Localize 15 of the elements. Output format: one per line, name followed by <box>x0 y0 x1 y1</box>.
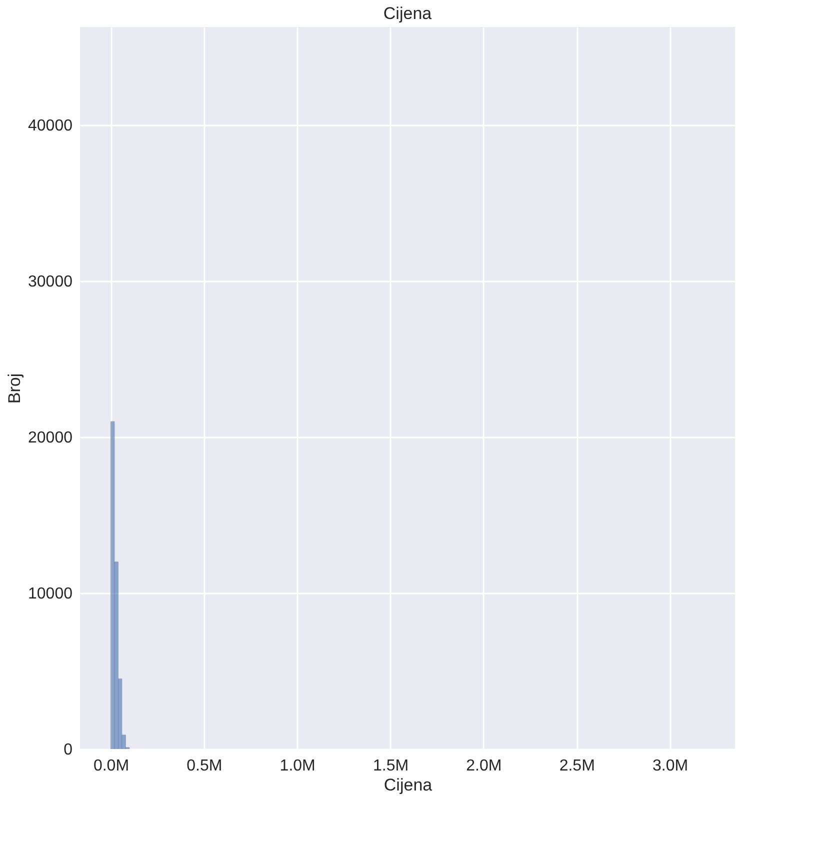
x-tick-label: 0.5M <box>186 758 222 774</box>
y-tick-label: 10000 <box>28 586 73 603</box>
x-tick-label: 2.0M <box>466 758 502 774</box>
x-tick-label: 0.0M <box>93 758 130 774</box>
chart-title: Cijena <box>383 4 432 23</box>
y-tick-label: 20000 <box>28 430 73 447</box>
y-tick-label: 40000 <box>28 118 73 135</box>
x-tick-label: 2.5M <box>559 758 595 774</box>
y-tick-label: 0 <box>64 742 73 758</box>
y-axis-title: Broj <box>5 373 24 404</box>
x-tick-label: 1.5M <box>372 758 409 774</box>
y-tick-label: 30000 <box>28 274 73 291</box>
x-tick-label: 3.0M <box>652 758 688 774</box>
x-tick-label: 1.0M <box>280 758 316 774</box>
x-axis-title: Cijena <box>384 776 433 794</box>
